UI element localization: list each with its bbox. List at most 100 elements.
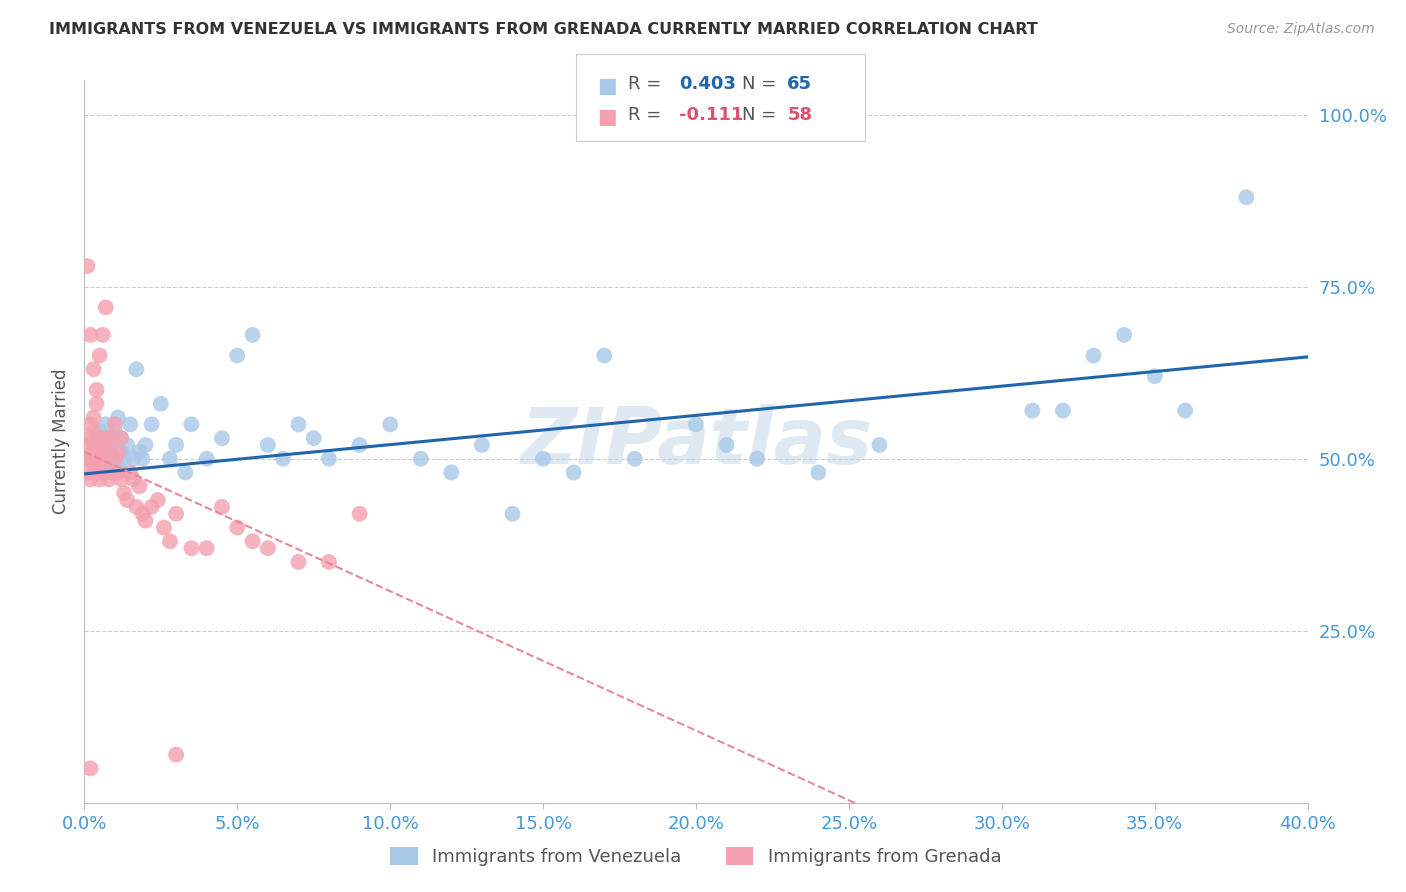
Point bbox=[107, 458, 129, 473]
Point bbox=[159, 451, 181, 466]
Point bbox=[349, 507, 371, 521]
Point bbox=[110, 431, 132, 445]
Point bbox=[83, 424, 105, 438]
Text: N =: N = bbox=[742, 75, 782, 93]
Point bbox=[562, 466, 585, 480]
Point bbox=[141, 417, 163, 432]
Point bbox=[287, 555, 309, 569]
Point bbox=[97, 431, 120, 445]
Point bbox=[79, 451, 101, 466]
Point bbox=[135, 514, 157, 528]
Point bbox=[1052, 403, 1074, 417]
Point bbox=[165, 438, 187, 452]
Point bbox=[257, 438, 280, 452]
Point bbox=[101, 466, 124, 480]
Text: -0.111: -0.111 bbox=[679, 106, 744, 124]
Text: R =: R = bbox=[628, 75, 668, 93]
Legend: Immigrants from Venezuela, Immigrants from Grenada: Immigrants from Venezuela, Immigrants fr… bbox=[384, 839, 1008, 873]
Point bbox=[1021, 403, 1043, 417]
Point bbox=[115, 493, 138, 508]
Point bbox=[165, 747, 187, 762]
Point bbox=[86, 431, 108, 445]
Point bbox=[807, 466, 830, 480]
Point bbox=[471, 438, 494, 452]
Point bbox=[120, 417, 142, 432]
Point bbox=[104, 451, 127, 466]
Point bbox=[409, 451, 432, 466]
Point bbox=[159, 534, 181, 549]
Point bbox=[94, 417, 117, 432]
Text: IMMIGRANTS FROM VENEZUELA VS IMMIGRANTS FROM GRENADA CURRENTLY MARRIED CORRELATI: IMMIGRANTS FROM VENEZUELA VS IMMIGRANTS … bbox=[49, 22, 1038, 37]
Point bbox=[195, 541, 218, 556]
Text: Source: ZipAtlas.com: Source: ZipAtlas.com bbox=[1227, 22, 1375, 37]
Point bbox=[79, 431, 101, 445]
Point bbox=[91, 327, 114, 342]
Point bbox=[226, 349, 249, 363]
Y-axis label: Currently Married: Currently Married bbox=[52, 368, 70, 515]
Point bbox=[302, 431, 325, 445]
Text: R =: R = bbox=[628, 106, 668, 124]
Point bbox=[89, 458, 111, 473]
Point bbox=[624, 451, 647, 466]
Point bbox=[94, 431, 117, 445]
Point bbox=[79, 451, 101, 466]
Point bbox=[128, 445, 150, 459]
Point bbox=[79, 761, 101, 775]
Point bbox=[86, 438, 108, 452]
Point bbox=[79, 327, 101, 342]
Point bbox=[86, 397, 108, 411]
Point bbox=[153, 520, 176, 534]
Point bbox=[131, 507, 153, 521]
Point bbox=[146, 493, 169, 508]
Point bbox=[531, 451, 554, 466]
Point bbox=[318, 451, 340, 466]
Point bbox=[97, 445, 120, 459]
Point bbox=[380, 417, 402, 432]
Point bbox=[1236, 190, 1258, 204]
Point bbox=[112, 486, 135, 500]
Point bbox=[89, 451, 111, 466]
Point bbox=[149, 397, 172, 411]
Point bbox=[86, 445, 108, 459]
Point bbox=[107, 410, 129, 425]
Point bbox=[91, 438, 114, 452]
Point bbox=[242, 327, 264, 342]
Point bbox=[1114, 327, 1136, 342]
Text: ZIPatlas: ZIPatlas bbox=[520, 403, 872, 480]
Point bbox=[211, 500, 233, 514]
Text: 65: 65 bbox=[787, 75, 813, 93]
Point bbox=[107, 466, 129, 480]
Point bbox=[101, 466, 124, 480]
Point bbox=[122, 451, 145, 466]
Point bbox=[174, 466, 197, 480]
Point bbox=[83, 410, 105, 425]
Point bbox=[135, 438, 157, 452]
Point bbox=[76, 451, 98, 466]
Point bbox=[716, 438, 738, 452]
Point bbox=[104, 451, 127, 466]
Point bbox=[107, 445, 129, 459]
Point bbox=[104, 424, 127, 438]
Point bbox=[125, 362, 148, 376]
Point bbox=[211, 431, 233, 445]
Point bbox=[91, 466, 114, 480]
Point bbox=[110, 445, 132, 459]
Point bbox=[502, 507, 524, 521]
Point bbox=[125, 500, 148, 514]
Point bbox=[120, 466, 142, 480]
Text: 0.403: 0.403 bbox=[679, 75, 735, 93]
Point bbox=[747, 451, 769, 466]
Point bbox=[89, 424, 111, 438]
Text: ■: ■ bbox=[598, 107, 617, 127]
Point bbox=[1174, 403, 1197, 417]
Point bbox=[131, 451, 153, 466]
Point bbox=[226, 520, 249, 534]
Point bbox=[180, 417, 202, 432]
Point bbox=[257, 541, 280, 556]
Point bbox=[180, 541, 202, 556]
Point bbox=[122, 472, 145, 486]
Point bbox=[97, 472, 120, 486]
Point bbox=[112, 451, 135, 466]
Point bbox=[104, 417, 127, 432]
Text: 58: 58 bbox=[787, 106, 813, 124]
